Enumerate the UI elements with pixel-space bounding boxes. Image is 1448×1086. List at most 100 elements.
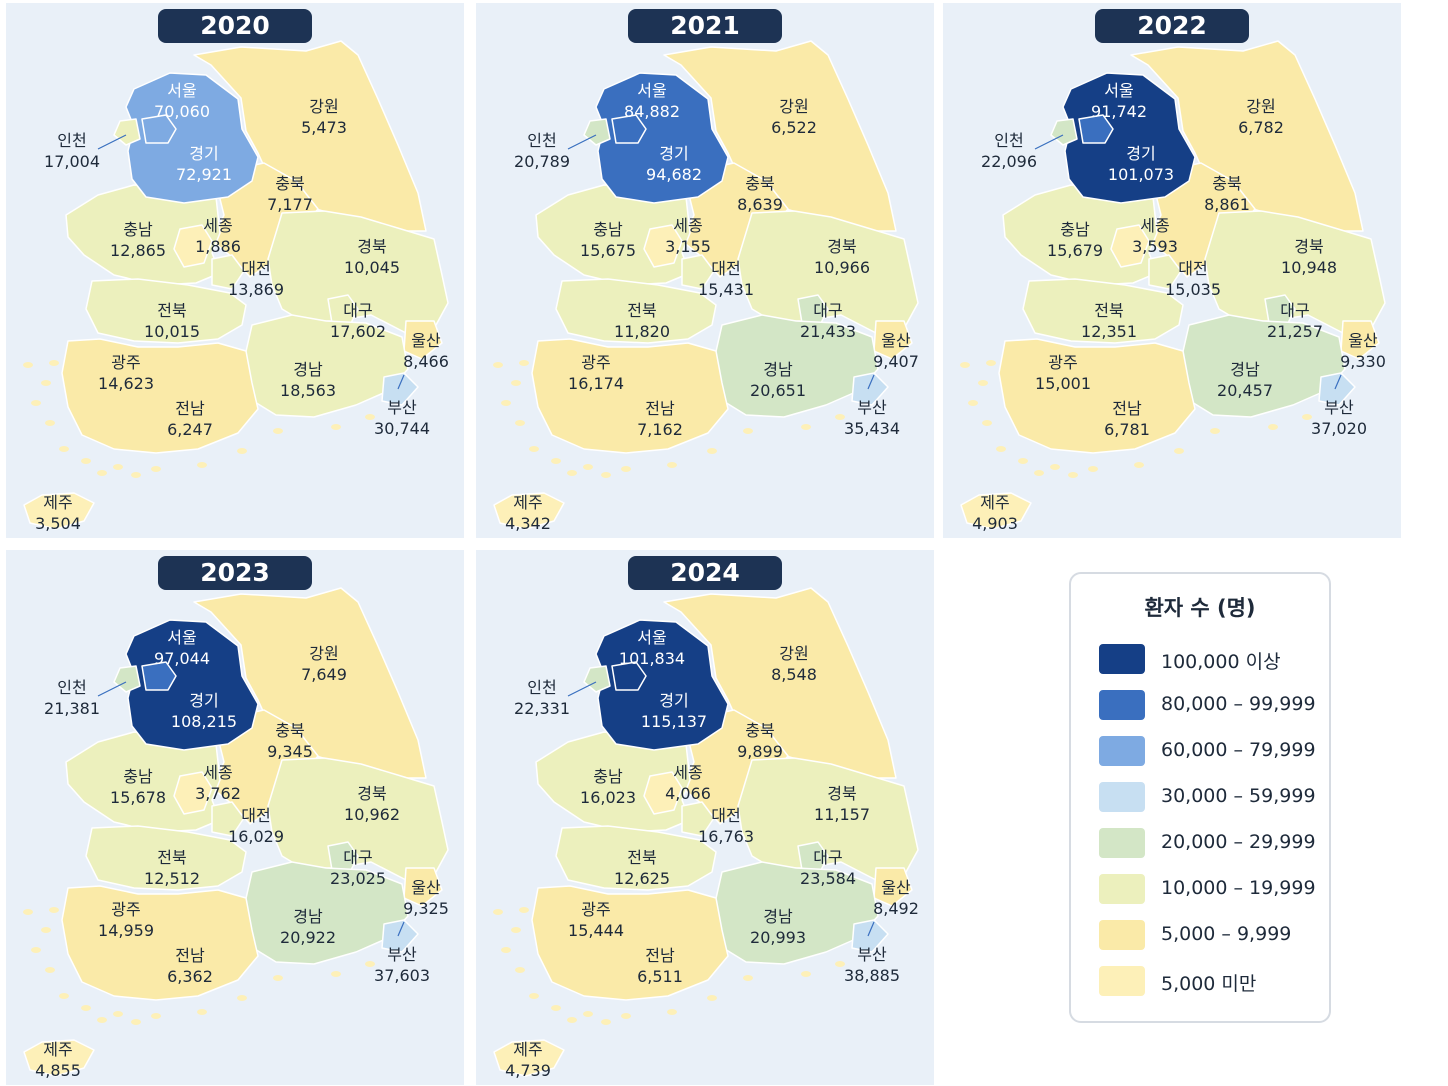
region-value: 13,869 — [228, 280, 284, 299]
island-shape — [1134, 462, 1144, 468]
region-label-ulsan: 울산 9,330 — [1340, 330, 1386, 372]
region-label-gangwon: 강원 5,473 — [301, 96, 347, 138]
island-shape — [131, 472, 141, 478]
legend-label: 10,000 – 19,999 — [1161, 877, 1316, 899]
region-label-gyeongbuk: 경북 10,948 — [1281, 236, 1337, 278]
region-label-gyeonggi: 경기 72,921 — [176, 143, 232, 185]
island-shape — [493, 362, 503, 368]
island-shape — [960, 362, 970, 368]
region-name: 경기 — [189, 144, 219, 163]
region-jeju — [23, 1039, 95, 1077]
region-name: 부산 — [857, 398, 887, 417]
region-value: 6,782 — [1238, 118, 1284, 137]
region-name: 세종 — [673, 216, 703, 235]
region-label-busan: 부산 37,603 — [374, 944, 430, 986]
region-value: 12,865 — [110, 241, 166, 260]
island-shape — [81, 1005, 91, 1011]
region-name: 광주 — [111, 900, 141, 919]
island-shape — [968, 400, 978, 406]
region-name: 충북 — [275, 174, 305, 193]
region-label-incheon: 인천 22,331 — [514, 677, 570, 719]
region-name: 경북 — [357, 237, 387, 256]
region-name: 충남 — [593, 220, 623, 239]
region-value: 7,177 — [267, 195, 313, 214]
region-value: 15,444 — [568, 921, 624, 940]
region-busan — [1318, 372, 1356, 406]
legend-item: 20,000 – 29,999 — [1099, 828, 1319, 858]
region-value: 14,623 — [98, 374, 154, 393]
region-jeonbuk — [555, 278, 717, 344]
island-shape — [49, 907, 59, 913]
region-value: 11,820 — [614, 322, 670, 341]
region-name: 서울 — [167, 81, 197, 100]
region-seoul — [141, 114, 177, 144]
region-name: 경남 — [763, 360, 793, 379]
region-jeonbuk — [85, 825, 247, 891]
region-jeju — [493, 1039, 565, 1077]
year-badge: 2024 — [628, 556, 782, 590]
region-value: 8,466 — [403, 352, 449, 371]
region-value: 21,433 — [800, 322, 856, 341]
busan-leader-line — [397, 374, 405, 390]
region-value: 21,381 — [44, 699, 100, 718]
region-value: 21,257 — [1267, 322, 1323, 341]
legend-item: 10,000 – 19,999 — [1099, 874, 1319, 904]
island-shape — [801, 424, 811, 430]
region-name: 전남 — [645, 399, 675, 418]
island-shape — [982, 420, 992, 426]
region-label-jeonnam: 전남 6,781 — [1104, 398, 1150, 440]
island-shape — [237, 995, 247, 1001]
region-busan — [851, 919, 889, 953]
region-jeonnam — [531, 885, 729, 1001]
island-shape — [501, 947, 511, 953]
region-name: 부산 — [387, 945, 417, 964]
region-name: 대전 — [711, 806, 741, 825]
region-name: 강원 — [779, 644, 809, 663]
island-shape — [835, 414, 845, 420]
island-shape — [529, 446, 539, 452]
region-label-jeonbuk: 전북 10,015 — [144, 300, 200, 342]
island-shape — [97, 470, 107, 476]
year-badge: 2021 — [628, 9, 782, 43]
island-shape — [365, 961, 375, 967]
region-label-jeju: 제주 4,739 — [505, 1039, 551, 1081]
region-value: 101,073 — [1107, 165, 1175, 184]
region-value: 30,744 — [374, 419, 430, 438]
region-label-seoul: 서울 70,060 — [154, 80, 210, 122]
region-name: 부산 — [1324, 398, 1354, 417]
region-jeonbuk — [1022, 278, 1184, 344]
region-name: 광주 — [581, 353, 611, 372]
region-name: 인천 — [527, 678, 557, 697]
region-name: 제주 — [43, 1040, 73, 1059]
island-shape — [59, 446, 69, 452]
region-name: 부산 — [387, 398, 417, 417]
region-label-ulsan: 울산 8,492 — [873, 877, 919, 919]
region-name: 경북 — [357, 784, 387, 803]
region-name: 충남 — [123, 767, 153, 786]
korea-map — [493, 587, 919, 1077]
region-label-chungnam: 충남 15,678 — [110, 766, 166, 808]
region-value: 115,137 — [640, 712, 708, 731]
region-label-jeonnam: 전남 6,362 — [167, 945, 213, 987]
region-value: 20,789 — [514, 152, 570, 171]
region-incheon — [113, 665, 141, 693]
region-value: 15,001 — [1035, 374, 1091, 393]
island-shape — [551, 458, 561, 464]
region-label-jeju: 제주 4,903 — [972, 492, 1018, 534]
island-shape — [621, 466, 631, 472]
island-shape — [996, 446, 1006, 452]
map-panel-2022: 2022 서울 91,742 인천 22,096 경기 101,073 강원 6,782 충북 8,… — [943, 3, 1401, 538]
island-shape — [583, 1011, 593, 1017]
legend-swatch — [1099, 782, 1145, 812]
incheon-leader-line — [97, 681, 127, 697]
region-label-gwangju: 광주 14,959 — [98, 899, 154, 941]
region-value: 9,899 — [737, 742, 783, 761]
region-label-busan: 부산 30,744 — [374, 397, 430, 439]
region-name: 울산 — [411, 878, 441, 897]
island-shape — [45, 420, 55, 426]
region-value: 10,015 — [144, 322, 200, 341]
region-label-gyeonggi: 경기 108,215 — [171, 690, 237, 732]
region-jeonnam — [998, 338, 1196, 454]
korea-map — [23, 40, 449, 530]
region-daegu — [1264, 294, 1296, 326]
